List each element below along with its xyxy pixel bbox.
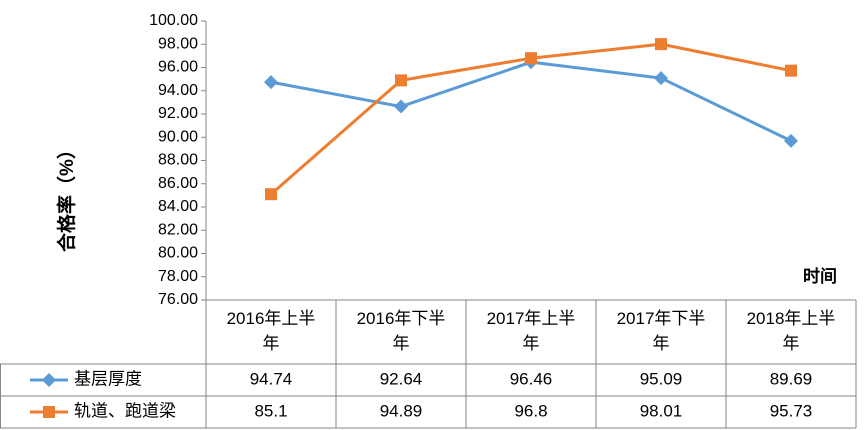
data-table-grid [0, 299, 857, 429]
data-label: 95.73 [770, 401, 813, 420]
data-point [525, 52, 537, 65]
y-tick-label: 84.00 [158, 198, 198, 215]
category-labels: 2016年上半年 2016年下半年 2017年上半年 2017年下半年 2018年上半年 [227, 309, 836, 353]
data-label: 95.09 [640, 369, 683, 388]
data-label: 92.64 [380, 369, 423, 388]
data-label: 98.01 [640, 401, 683, 420]
data-label: 96.8 [514, 401, 547, 420]
y-tick-label: 98.00 [158, 35, 198, 52]
x-tick-label: 2017年下半年 [617, 309, 706, 353]
legend-entry: 轨道、跑道梁 [30, 401, 176, 420]
legend-marker [43, 406, 55, 418]
x-tick-label: 2016年上半年 [227, 309, 316, 353]
data-point [395, 74, 407, 87]
data-point [655, 38, 667, 51]
data-label: 96.46 [510, 369, 553, 388]
data-label: 89.69 [770, 369, 813, 388]
legend-marker [42, 373, 56, 387]
series-1 [264, 55, 798, 148]
data-point [264, 75, 278, 90]
data-point [654, 71, 668, 86]
y-tick-label: 78.00 [158, 268, 198, 285]
y-tick-label: 100.00 [149, 12, 198, 29]
y-axis-label: 合格率（%） [55, 140, 78, 252]
x-tick-label: 2016年下半年 [357, 309, 446, 353]
data-point [785, 64, 797, 77]
series-lines [264, 38, 798, 201]
y-tick-label: 86.00 [158, 175, 198, 192]
data-point [784, 133, 798, 148]
series-2 [265, 38, 797, 201]
y-tick-label: 90.00 [158, 128, 198, 145]
data-label: 85.1 [254, 401, 287, 420]
y-tick-label: 76.00 [158, 291, 198, 308]
legend-label: 轨道、跑道梁 [74, 401, 176, 420]
data-label: 94.74 [250, 369, 293, 388]
data-point [265, 188, 277, 201]
y-tick-label: 88.00 [158, 152, 198, 169]
x-tick-label: 2017年上半年 [487, 309, 576, 353]
data-point [394, 99, 408, 114]
y-tick-label: 92.00 [158, 105, 198, 122]
y-axis: 76.00 78.00 80.00 82.00 84.00 86.00 88.00 90.00… [149, 12, 207, 308]
series-line [270, 60, 792, 143]
y-tick-label: 80.00 [158, 245, 198, 262]
y-tick-label: 94.00 [158, 82, 198, 99]
data-label: 94.89 [380, 401, 423, 420]
legend-label: 基层厚度 [74, 369, 142, 388]
y-tick-label: 96.00 [158, 59, 198, 76]
data-table-values: 94.74 92.64 96.46 95.09 89.69 85.1 94.89 96.8 98… [250, 369, 813, 420]
x-tick-label: 2018年上半年 [747, 309, 836, 353]
x-axis-label: 时间 [803, 266, 837, 286]
y-tick-label: 82.00 [158, 221, 198, 238]
legend-entry: 基层厚度 [30, 369, 142, 388]
